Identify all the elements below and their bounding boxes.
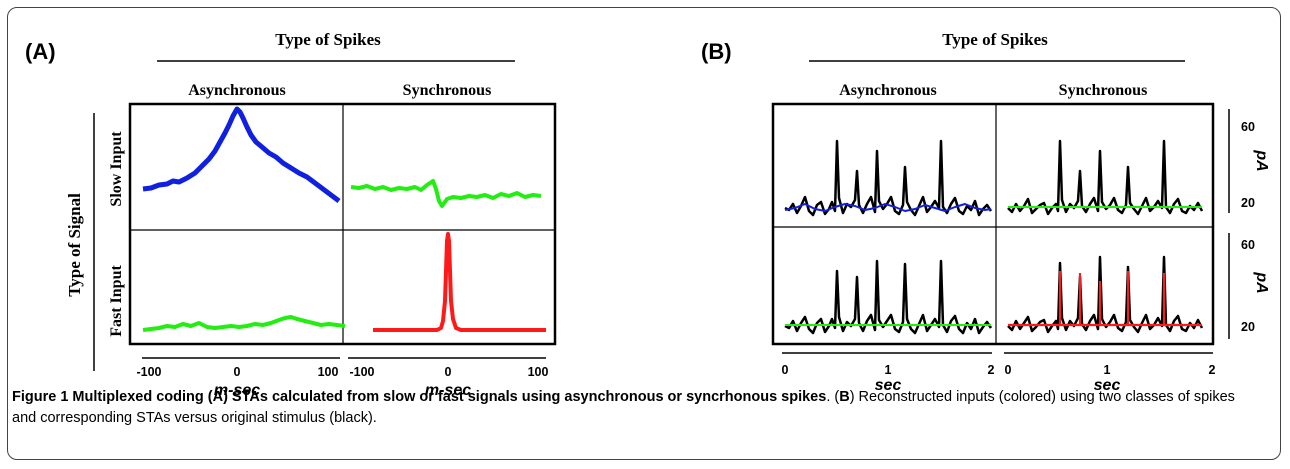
caption-part-b-intro: . ( xyxy=(826,389,840,405)
panel-a-label: (A) xyxy=(25,39,56,64)
panel-b-grid-box xyxy=(771,102,1215,346)
figure-caption: Figure 1 Multiplexed coding (A) STAs cal… xyxy=(12,387,1262,429)
sta-fast-async-trace xyxy=(142,315,346,332)
panel-b-xaxis-2-tick-mid: 1 xyxy=(1104,363,1111,377)
panel-b-xaxis-1-tick-mid: 1 xyxy=(885,363,892,377)
panel-b-async-fast-stimulus xyxy=(784,259,993,335)
panel-b-sync-slow-stimulus xyxy=(1007,139,1204,216)
panel-b-xaxis-1-tick-min: 0 xyxy=(782,363,789,377)
panel-b-yaxis-2-label: pA xyxy=(1253,271,1270,293)
panel-b-sync-fast-stimulus xyxy=(1007,255,1204,334)
panel-b-col-async: Asynchronous xyxy=(839,82,937,99)
caption-part-b-letter: B xyxy=(839,389,850,405)
figure-frame: (A) Type of Spikes Asynchronous Synchron… xyxy=(7,7,1281,460)
panel-b-xaxis-2-tick-min: 0 xyxy=(1005,363,1012,377)
panel-a-xaxis-1-tick-min: -100 xyxy=(136,365,161,379)
panel-b-yaxis-1-label: pA xyxy=(1253,149,1270,171)
caption-lead: Figure 1 Multiplexed coding (A) STAs cal… xyxy=(12,389,827,405)
panel-b-async-slow-stimulus xyxy=(784,139,993,217)
figure-graphic: (A) Type of Spikes Asynchronous Synchron… xyxy=(25,30,1270,399)
panel-a-header: Type of Spikes xyxy=(275,30,381,49)
panel-a-row-slow: Slow Input xyxy=(108,131,125,207)
panel-b-xaxis-2-label: sec xyxy=(1094,377,1121,394)
panel-b-col-sync: Synchronous xyxy=(1059,82,1148,99)
panel-b-async-slow-reconstruction xyxy=(784,203,992,212)
panel-b-xaxis-2-tick-max: 2 xyxy=(1209,363,1216,377)
panel-a-col-async: Asynchronous xyxy=(188,82,286,99)
sta-fast-sync-trace xyxy=(373,232,546,332)
caption-rest: ) Reconstructed inputs (colored) using t… xyxy=(12,389,1235,426)
panel-b-sync-fast-reconstruction xyxy=(1008,271,1202,327)
sta-slow-async-trace xyxy=(142,106,341,203)
panel-a-row-fast: Fast Input xyxy=(108,265,125,337)
panel-a-xaxis-2-label: m-sec xyxy=(425,382,471,399)
panel-b-xaxis-1-tick-max: 2 xyxy=(988,363,995,377)
panel-b-xaxis-1-label: sec xyxy=(875,377,902,394)
panel-a-xaxis-1-tick-max: 100 xyxy=(318,365,339,379)
panel-a-xaxis-1-tick-mid: 0 xyxy=(234,365,241,379)
panel-a-xaxis-2-tick-min: -100 xyxy=(349,365,374,379)
panel-b-header: Type of Spikes xyxy=(942,30,1048,49)
panel-b-yaxis-1-tick-top: 60 xyxy=(1241,120,1255,134)
sta-slow-sync-trace xyxy=(350,179,542,208)
panel-a-xaxis-1-label: m-sec xyxy=(214,382,260,399)
panel-a-xaxis-2-tick-mid: 0 xyxy=(445,365,452,379)
panel-b-yaxis-2-tick-top: 60 xyxy=(1241,238,1255,252)
panel-a-row-header: Type of Signal xyxy=(65,193,84,297)
panel-b-yaxis-2-tick-bottom: 20 xyxy=(1241,320,1255,334)
panel-a-col-sync: Synchronous xyxy=(403,82,492,99)
panel-b-label: (B) xyxy=(701,39,732,64)
panel-a-xaxis-2-tick-max: 100 xyxy=(528,365,549,379)
panel-b-yaxis-1-tick-bottom: 20 xyxy=(1241,196,1255,210)
